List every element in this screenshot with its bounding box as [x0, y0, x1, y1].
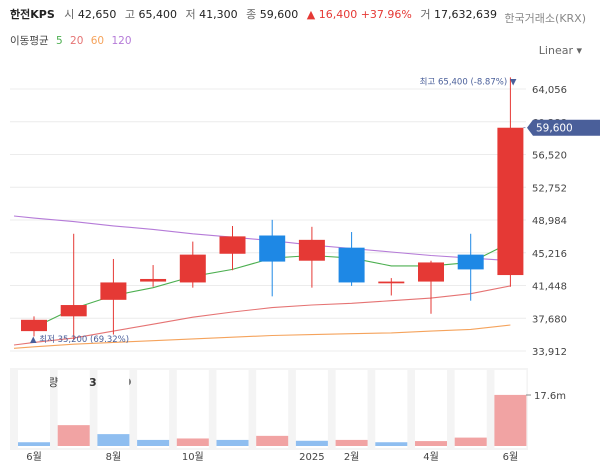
- ma20-line: [13, 285, 511, 346]
- volume-column-bg: [335, 370, 368, 448]
- volume-column-bg: [176, 370, 209, 448]
- volume-column-bg: [295, 370, 328, 448]
- price-tick-label: 45,216: [532, 249, 567, 260]
- x-axis-label: 10월: [182, 451, 204, 463]
- price-tick-label: 33,912: [532, 347, 567, 358]
- ma60-line: [13, 324, 511, 349]
- price-tick-label: 56,520: [532, 151, 567, 162]
- volume-bar: [97, 434, 130, 446]
- ma-legend[interactable]: 이동평균 5 20 60 120: [10, 33, 136, 48]
- low-label: 저: [185, 8, 196, 21]
- x-axis-label: 2월: [344, 451, 360, 463]
- candle-body: [298, 239, 325, 261]
- volume-bar: [375, 442, 408, 446]
- low-marker-label: ▲ 최저 35,200 (69.32%): [30, 334, 129, 345]
- volume-bar: [415, 441, 447, 446]
- volume-label: 거: [420, 8, 431, 21]
- volume-column-bg: [256, 370, 289, 448]
- volume-column-bg: [216, 370, 249, 448]
- close-label: 종: [246, 8, 257, 21]
- volume-axis-label: 17.6m: [534, 391, 566, 402]
- volume-column-bg: [415, 370, 447, 448]
- high-value: 65,400: [138, 8, 178, 21]
- volume-column-bg: [18, 370, 50, 448]
- change-pct: +37.96%: [360, 8, 412, 21]
- volume-bar: [176, 438, 209, 446]
- ma120-legend[interactable]: 120: [111, 35, 132, 47]
- candle-body: [21, 319, 47, 332]
- high-marker-label: 최고 65,400 (-8.87%) ▼: [420, 76, 517, 87]
- ma120-line: [13, 215, 511, 262]
- volume-column-bg: [454, 370, 487, 448]
- candle-body: [140, 278, 167, 282]
- price-tick-label: 64,056: [532, 85, 567, 96]
- ma5-legend[interactable]: 5: [55, 35, 63, 47]
- scale-dropdown[interactable]: Linear ▾: [538, 44, 582, 57]
- change-value: ▲ 16,400: [306, 8, 358, 21]
- candle-body: [378, 281, 405, 284]
- ma-legend-title: 이동평균: [10, 35, 49, 47]
- current-price-label: 59,600: [536, 123, 573, 135]
- candle-body: [100, 282, 127, 300]
- exchange-name: 한국거래소(KRX): [504, 12, 586, 25]
- candle-body: [497, 127, 524, 276]
- candle-body: [457, 254, 484, 270]
- x-axis-label: 6월: [503, 451, 519, 463]
- low-value: 41,300: [199, 8, 238, 21]
- candle-body: [418, 262, 444, 282]
- stock-header: 한전KPS 시 42,650 고 65,400 저 41,300 종 59,60…: [10, 6, 502, 22]
- high-label: 고: [124, 8, 135, 21]
- candle-body: [338, 247, 365, 283]
- volume-bar: [494, 394, 527, 446]
- volume-bar: [137, 439, 170, 446]
- volume-bar: [335, 439, 368, 446]
- x-axis-label: 2025: [299, 452, 324, 463]
- open-label: 시: [64, 8, 75, 21]
- close-value: 59,600: [259, 8, 299, 21]
- candle-body: [179, 254, 206, 283]
- current-price-badge: [527, 119, 600, 136]
- candle-body: [219, 236, 246, 254]
- candle-body: [60, 305, 87, 317]
- volume-value: 17,632,639: [434, 8, 497, 21]
- price-tick-label: 48,984: [532, 216, 567, 227]
- ma20-legend[interactable]: 20: [70, 35, 84, 47]
- price-tick-label: 41,448: [532, 282, 567, 293]
- volume-column-bg: [375, 370, 408, 448]
- volume-bar: [216, 439, 249, 446]
- volume-bar: [18, 442, 50, 446]
- volume-bar: [256, 435, 289, 446]
- x-axis-label: 6월: [26, 451, 42, 463]
- ma60-legend[interactable]: 60: [90, 35, 105, 47]
- volume-bar: [295, 440, 328, 446]
- volume-column-bg: [137, 370, 170, 448]
- volume-bar: [454, 437, 487, 446]
- x-axis-label: 8월: [106, 451, 122, 463]
- volume-bar: [57, 425, 90, 446]
- stock-name: 한전KPS: [10, 8, 55, 21]
- candle-body: [259, 235, 286, 262]
- price-tick-label: 52,752: [532, 183, 567, 194]
- open-value: 42,650: [77, 8, 117, 21]
- x-axis-label: 4월: [423, 451, 439, 463]
- price-tick-label: 37,680: [532, 314, 567, 325]
